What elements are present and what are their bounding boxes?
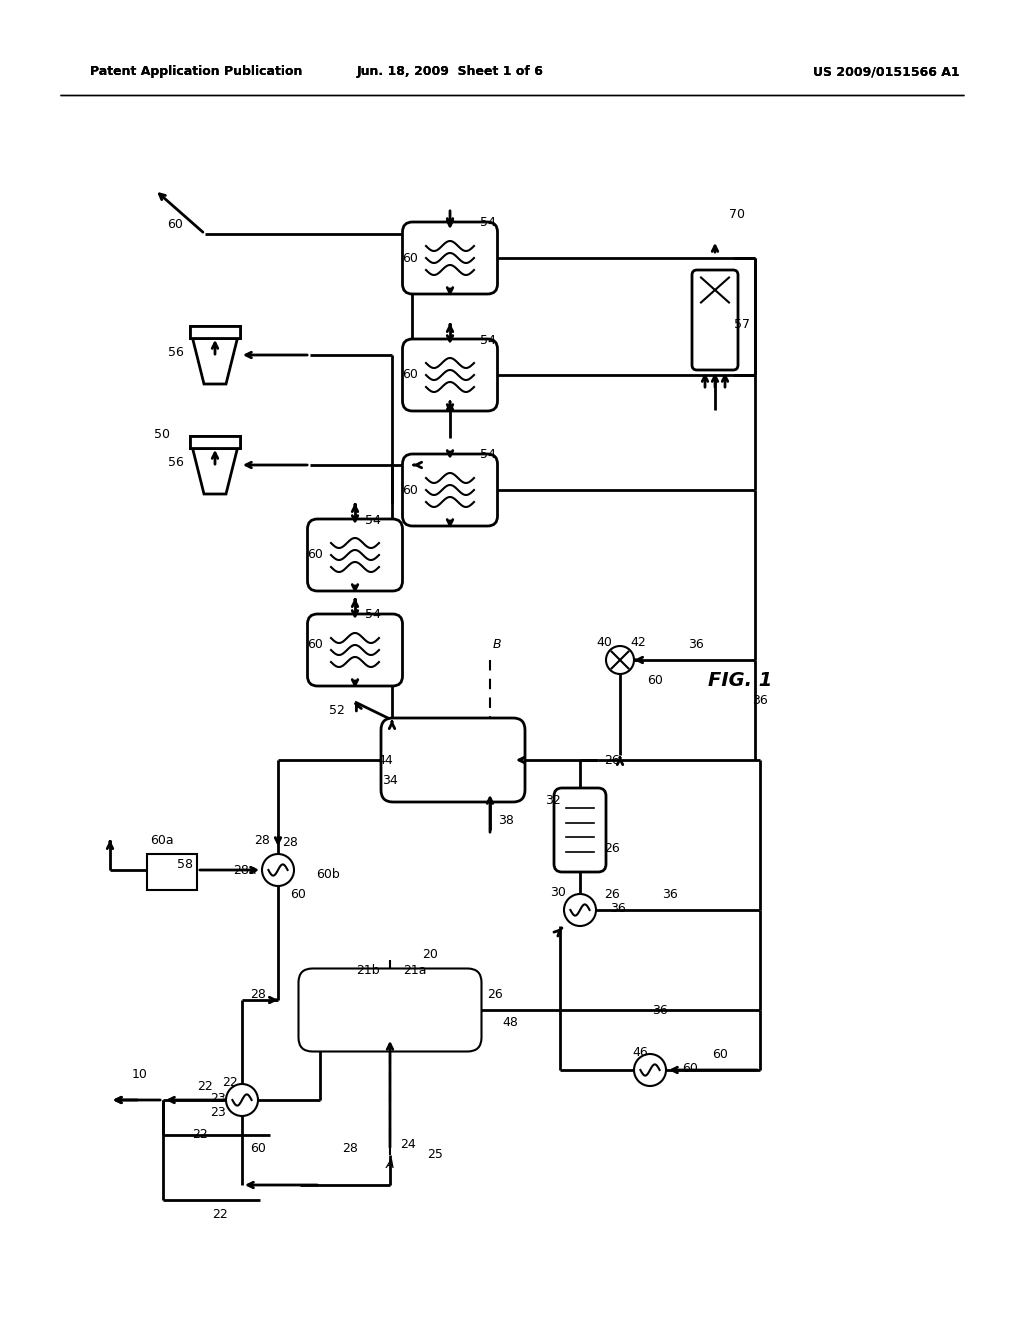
Text: 40: 40 xyxy=(596,636,612,649)
Text: 46: 46 xyxy=(632,1045,648,1059)
FancyBboxPatch shape xyxy=(402,454,498,525)
Text: 36: 36 xyxy=(752,693,768,706)
Text: 54: 54 xyxy=(366,609,381,622)
Text: 30: 30 xyxy=(550,887,566,899)
Text: 50: 50 xyxy=(154,429,170,441)
Text: 60: 60 xyxy=(167,219,183,231)
Text: 56: 56 xyxy=(168,455,184,469)
Text: Patent Application Publication: Patent Application Publication xyxy=(90,66,302,78)
Text: 60: 60 xyxy=(307,639,323,652)
Text: 36: 36 xyxy=(663,888,678,902)
Text: 21b: 21b xyxy=(356,964,380,977)
Text: 22: 22 xyxy=(222,1076,238,1089)
Text: FIG. 1: FIG. 1 xyxy=(708,671,772,689)
Circle shape xyxy=(226,1084,258,1115)
Text: 44: 44 xyxy=(377,754,393,767)
Text: 52: 52 xyxy=(329,704,345,717)
Text: 24: 24 xyxy=(400,1138,416,1151)
Text: 25: 25 xyxy=(427,1148,443,1162)
Text: 56: 56 xyxy=(168,346,184,359)
Text: 60: 60 xyxy=(290,888,306,902)
Text: 60: 60 xyxy=(250,1142,266,1155)
Circle shape xyxy=(564,894,596,927)
Text: 26: 26 xyxy=(604,754,620,767)
Text: 28: 28 xyxy=(342,1142,358,1155)
Text: 54: 54 xyxy=(366,513,381,527)
Text: 23: 23 xyxy=(210,1106,226,1119)
Text: 54: 54 xyxy=(480,449,496,462)
FancyBboxPatch shape xyxy=(299,969,481,1052)
Bar xyxy=(190,436,240,447)
Text: 28: 28 xyxy=(282,837,298,850)
Text: 60: 60 xyxy=(402,252,418,264)
FancyBboxPatch shape xyxy=(402,222,498,294)
Text: 60: 60 xyxy=(307,549,323,561)
FancyBboxPatch shape xyxy=(402,339,498,411)
Text: 28a: 28a xyxy=(233,863,257,876)
Text: US 2009/0151566 A1: US 2009/0151566 A1 xyxy=(813,66,961,78)
Text: 26: 26 xyxy=(604,842,620,854)
Text: 28: 28 xyxy=(250,989,266,1002)
Text: 32: 32 xyxy=(545,793,561,807)
Text: 23: 23 xyxy=(210,1092,226,1105)
Text: 60a: 60a xyxy=(151,833,174,846)
Text: 58: 58 xyxy=(177,858,193,871)
Text: 70: 70 xyxy=(729,209,745,222)
Text: 60: 60 xyxy=(647,673,663,686)
Text: 60: 60 xyxy=(402,368,418,381)
FancyBboxPatch shape xyxy=(381,718,525,803)
Circle shape xyxy=(262,854,294,886)
Text: 22: 22 xyxy=(212,1209,228,1221)
Text: 10: 10 xyxy=(132,1068,147,1081)
Text: Patent Application Publication: Patent Application Publication xyxy=(90,66,302,78)
Text: 21a: 21a xyxy=(403,964,427,977)
Text: 20: 20 xyxy=(422,949,438,961)
Text: US 2009/0151566 A1: US 2009/0151566 A1 xyxy=(813,66,961,78)
Text: 42: 42 xyxy=(630,636,646,649)
Bar xyxy=(190,436,240,447)
Text: 36: 36 xyxy=(688,639,703,652)
Text: 38: 38 xyxy=(498,813,514,826)
Bar xyxy=(147,854,197,890)
Text: Jun. 18, 2009  Sheet 1 of 6: Jun. 18, 2009 Sheet 1 of 6 xyxy=(356,66,544,78)
Text: 48: 48 xyxy=(502,1016,518,1030)
Text: 60b: 60b xyxy=(316,869,340,882)
Text: 60: 60 xyxy=(712,1048,728,1061)
FancyBboxPatch shape xyxy=(692,271,738,370)
Text: 22: 22 xyxy=(198,1081,213,1093)
Circle shape xyxy=(634,1053,666,1086)
Text: 28: 28 xyxy=(254,833,270,846)
Text: Jun. 18, 2009  Sheet 1 of 6: Jun. 18, 2009 Sheet 1 of 6 xyxy=(356,66,544,78)
Text: B: B xyxy=(493,639,502,652)
Text: 60: 60 xyxy=(402,483,418,496)
Text: 26: 26 xyxy=(604,888,620,902)
Text: 22: 22 xyxy=(193,1129,208,1142)
FancyBboxPatch shape xyxy=(554,788,606,873)
Text: 34: 34 xyxy=(382,774,398,787)
Text: 26: 26 xyxy=(487,989,503,1002)
Text: 36: 36 xyxy=(610,902,626,915)
Text: A: A xyxy=(386,1159,394,1172)
Text: 60: 60 xyxy=(682,1061,698,1074)
Bar xyxy=(190,326,240,338)
Text: 54: 54 xyxy=(480,334,496,346)
FancyBboxPatch shape xyxy=(307,614,402,686)
FancyBboxPatch shape xyxy=(307,519,402,591)
Text: 57: 57 xyxy=(734,318,750,331)
Bar xyxy=(190,326,240,338)
Text: 36: 36 xyxy=(652,1003,668,1016)
Circle shape xyxy=(606,645,634,675)
Text: 54: 54 xyxy=(480,216,496,230)
